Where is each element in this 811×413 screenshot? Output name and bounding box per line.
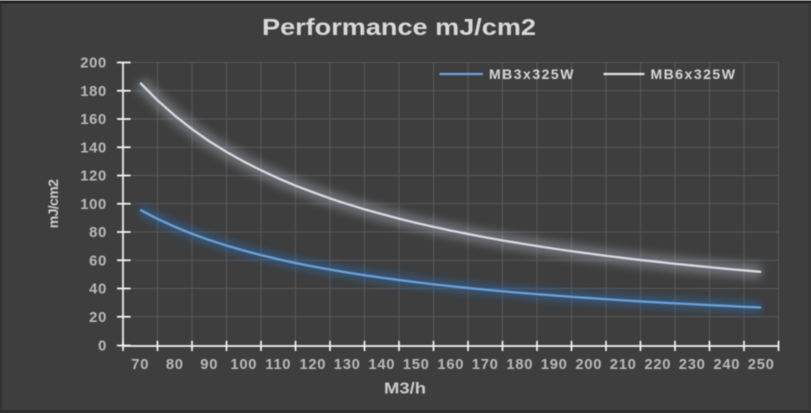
svg-text:0: 0 (98, 339, 107, 355)
svg-text:20: 20 (89, 310, 107, 326)
svg-text:160: 160 (437, 357, 464, 373)
svg-text:140: 140 (368, 357, 395, 373)
svg-text:70: 70 (131, 357, 149, 373)
svg-text:220: 220 (644, 357, 671, 373)
svg-text:250: 250 (748, 357, 775, 373)
svg-text:MB6x325W: MB6x325W (651, 66, 737, 82)
svg-text:100: 100 (80, 197, 107, 213)
svg-text:MB3x325W: MB3x325W (489, 66, 575, 82)
svg-text:210: 210 (610, 357, 637, 373)
svg-text:190: 190 (541, 357, 568, 373)
svg-text:100: 100 (230, 357, 257, 373)
svg-text:120: 120 (299, 357, 326, 373)
svg-text:90: 90 (200, 357, 218, 373)
svg-text:110: 110 (265, 357, 291, 373)
svg-text:200: 200 (80, 56, 107, 72)
svg-text:140: 140 (80, 140, 107, 156)
svg-text:60: 60 (89, 253, 107, 269)
svg-text:80: 80 (166, 357, 184, 373)
svg-text:180: 180 (80, 84, 107, 100)
svg-text:160: 160 (80, 112, 107, 128)
svg-text:170: 170 (472, 357, 499, 373)
svg-text:80: 80 (89, 225, 107, 241)
svg-text:M3/h: M3/h (384, 381, 426, 398)
svg-text:40: 40 (89, 282, 107, 298)
svg-text:180: 180 (506, 357, 533, 373)
svg-text:240: 240 (713, 357, 740, 373)
svg-text:120: 120 (80, 169, 107, 185)
svg-text:130: 130 (334, 357, 361, 373)
svg-text:Performance mJ/cm2: Performance mJ/cm2 (262, 14, 536, 40)
svg-text:150: 150 (403, 357, 430, 373)
svg-text:mJ/cm2: mJ/cm2 (45, 179, 61, 228)
svg-text:200: 200 (575, 357, 602, 373)
svg-text:230: 230 (679, 357, 706, 373)
